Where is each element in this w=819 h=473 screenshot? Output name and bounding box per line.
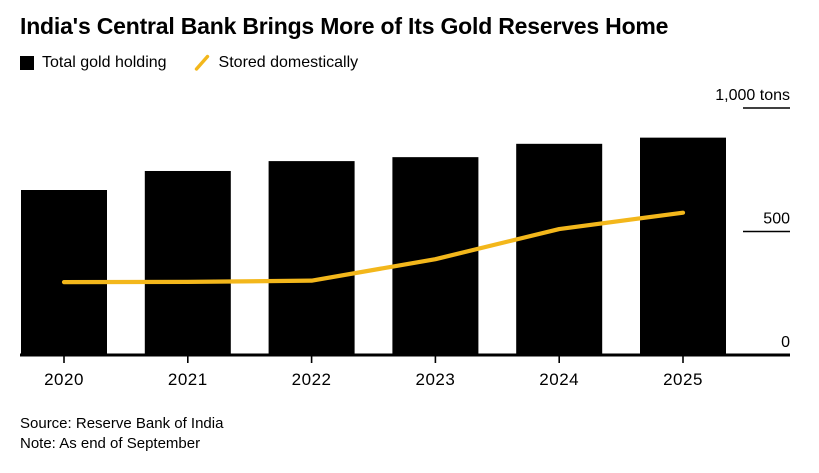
legend-label-total-gold-holding: Total gold holding <box>42 54 167 71</box>
x-tick-label-2020: 2020 <box>44 370 84 389</box>
x-axis-baseline <box>20 353 790 357</box>
source-note: Source: Reserve Bank of India <box>20 415 224 432</box>
bar-swatch-icon <box>20 56 34 70</box>
x-axis: 2020 2021 2022 2023 2024 2025 <box>20 353 790 389</box>
bar-2025 <box>640 137 726 355</box>
bar-2021 <box>144 170 231 355</box>
y-axis: 0 500 1,000 tons <box>715 87 790 351</box>
x-tick-label-2021: 2021 <box>168 370 208 389</box>
stored-domestically-line <box>61 210 686 285</box>
x-tick-label-2024: 2024 <box>539 370 579 389</box>
x-tick-label-2023: 2023 <box>415 370 455 389</box>
line-swatch-icon <box>194 54 209 71</box>
legend-item-total-gold-holding: Total gold holding <box>20 54 167 72</box>
bars-series <box>21 137 726 355</box>
y-tick-label-1000: 1,000 tons <box>715 87 790 104</box>
y-tick-label-500: 500 <box>763 211 790 228</box>
bar-2020 <box>21 190 107 355</box>
bar-2024 <box>516 143 603 355</box>
bar-2022 <box>268 161 355 355</box>
x-tick-label-2025: 2025 <box>663 370 703 389</box>
bar-2023 <box>392 157 479 355</box>
x-tick-label-2022: 2022 <box>292 370 332 389</box>
footnote: Note: As end of September <box>20 435 201 452</box>
line-series <box>61 210 686 285</box>
chart-title: India's Central Bank Brings More of Its … <box>20 13 669 39</box>
footer: Source: Reserve Bank of India Note: As e… <box>20 414 223 454</box>
legend: Total gold holding Stored domestically <box>20 54 358 72</box>
y-tick-label-0: 0 <box>781 334 790 351</box>
legend-item-stored-domestically: Stored domestically <box>193 54 359 72</box>
legend-label-stored-domestically: Stored domestically <box>218 54 359 71</box>
